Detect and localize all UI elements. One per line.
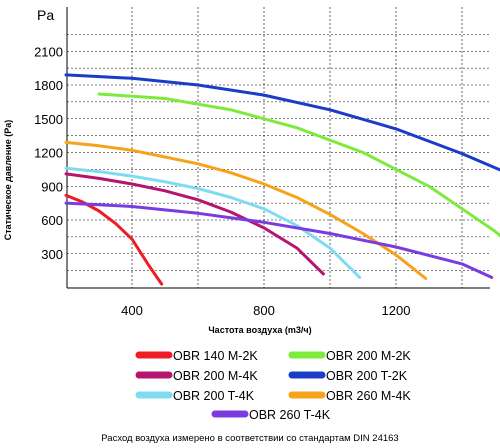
y-tick-label: 300: [41, 247, 63, 262]
y-tick-label: 1500: [34, 112, 63, 127]
y-tick-label: 2100: [34, 44, 63, 59]
series-line-obr-260-m-4k: [64, 140, 428, 280]
y-tick-label: 1200: [34, 146, 63, 161]
y-tick-label: 600: [41, 213, 63, 228]
series-line-obr-140-m-2k: [64, 193, 164, 286]
y-unit-label: Pa: [37, 7, 54, 23]
y-axis-title: Статическое давление (Pa): [3, 120, 13, 241]
y-tick-label: 900: [41, 179, 63, 194]
series-layer: [64, 73, 500, 286]
tick-labels: 3006009001200150018002100400800120016002…: [34, 44, 411, 318]
x-axis-title: Частота воздуха (m3/ч): [208, 325, 311, 335]
legend-label: OBR 140 M-2K: [173, 349, 258, 363]
series-line-obr-200-t-4k: [64, 166, 362, 279]
legend: OBR 140 M-2K OBR 200 M-2K OBR 200 M-4K OBR …: [135, 349, 411, 422]
legend-label: OBR 260 T-4K: [249, 408, 331, 422]
x-tick-label: 800: [253, 303, 275, 318]
legend-label: OBR 200 M-4K: [173, 369, 258, 383]
grid: [67, 7, 490, 288]
series-line-obr-260-t-4k: [64, 201, 494, 279]
legend-label: OBR 200 M-2K: [326, 349, 411, 363]
x-tick-label: 400: [121, 303, 143, 318]
footnote: Расход воздуха измерено в соответствии с…: [101, 433, 398, 444]
legend-label: OBR 200 T-4K: [173, 389, 255, 403]
legend-label: OBR 200 T-2K: [326, 369, 408, 383]
series-line-obr-200-m-2k: [97, 92, 500, 238]
axes: [66, 7, 490, 289]
series-line-obr-200-t-2k: [64, 73, 500, 172]
legend-label: OBR 260 M-4K: [326, 389, 411, 403]
y-tick-label: 1800: [34, 78, 63, 93]
series-line-obr-200-m-4k: [64, 172, 325, 276]
x-tick-label: 1200: [382, 303, 411, 318]
